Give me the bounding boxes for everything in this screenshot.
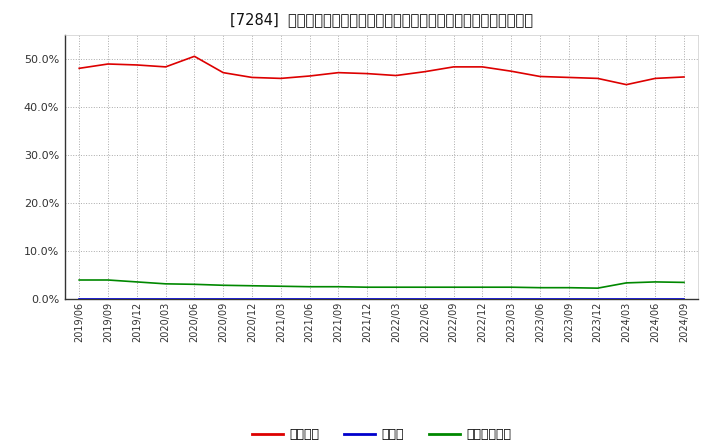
Title: [7284]  自己資本、のれん、繰延税金資産の総資産に対する比率の推移: [7284] 自己資本、のれん、繰延税金資産の総資産に対する比率の推移 <box>230 12 533 27</box>
Legend: 自己資本, のれん, 繰延税金資産: 自己資本, のれん, 繰延税金資産 <box>246 423 517 440</box>
